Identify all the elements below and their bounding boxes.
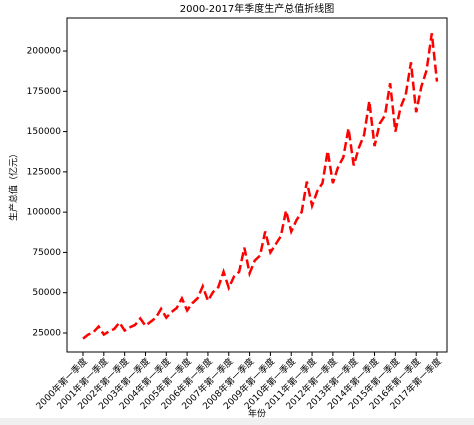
y-tick-label: 50000 <box>32 288 61 298</box>
y-tick-label: 175000 <box>27 87 62 97</box>
y-tick-label: 125000 <box>27 167 62 177</box>
x-axis-label: 年份 <box>248 408 266 420</box>
plot-frame <box>66 17 448 353</box>
y-tick-label: 150000 <box>27 127 62 137</box>
y-axis-label: 生产总值（亿元） <box>8 149 20 221</box>
y-tick-label: 100000 <box>27 208 62 218</box>
bottom-strip <box>0 418 474 425</box>
y-tick-label: 75000 <box>32 248 61 258</box>
y-tick-label: 25000 <box>32 328 61 338</box>
chart-title: 2000-2017年季度生产总值折线图 <box>180 2 335 15</box>
data-line <box>82 33 439 340</box>
y-tick-label: 200000 <box>27 47 62 57</box>
